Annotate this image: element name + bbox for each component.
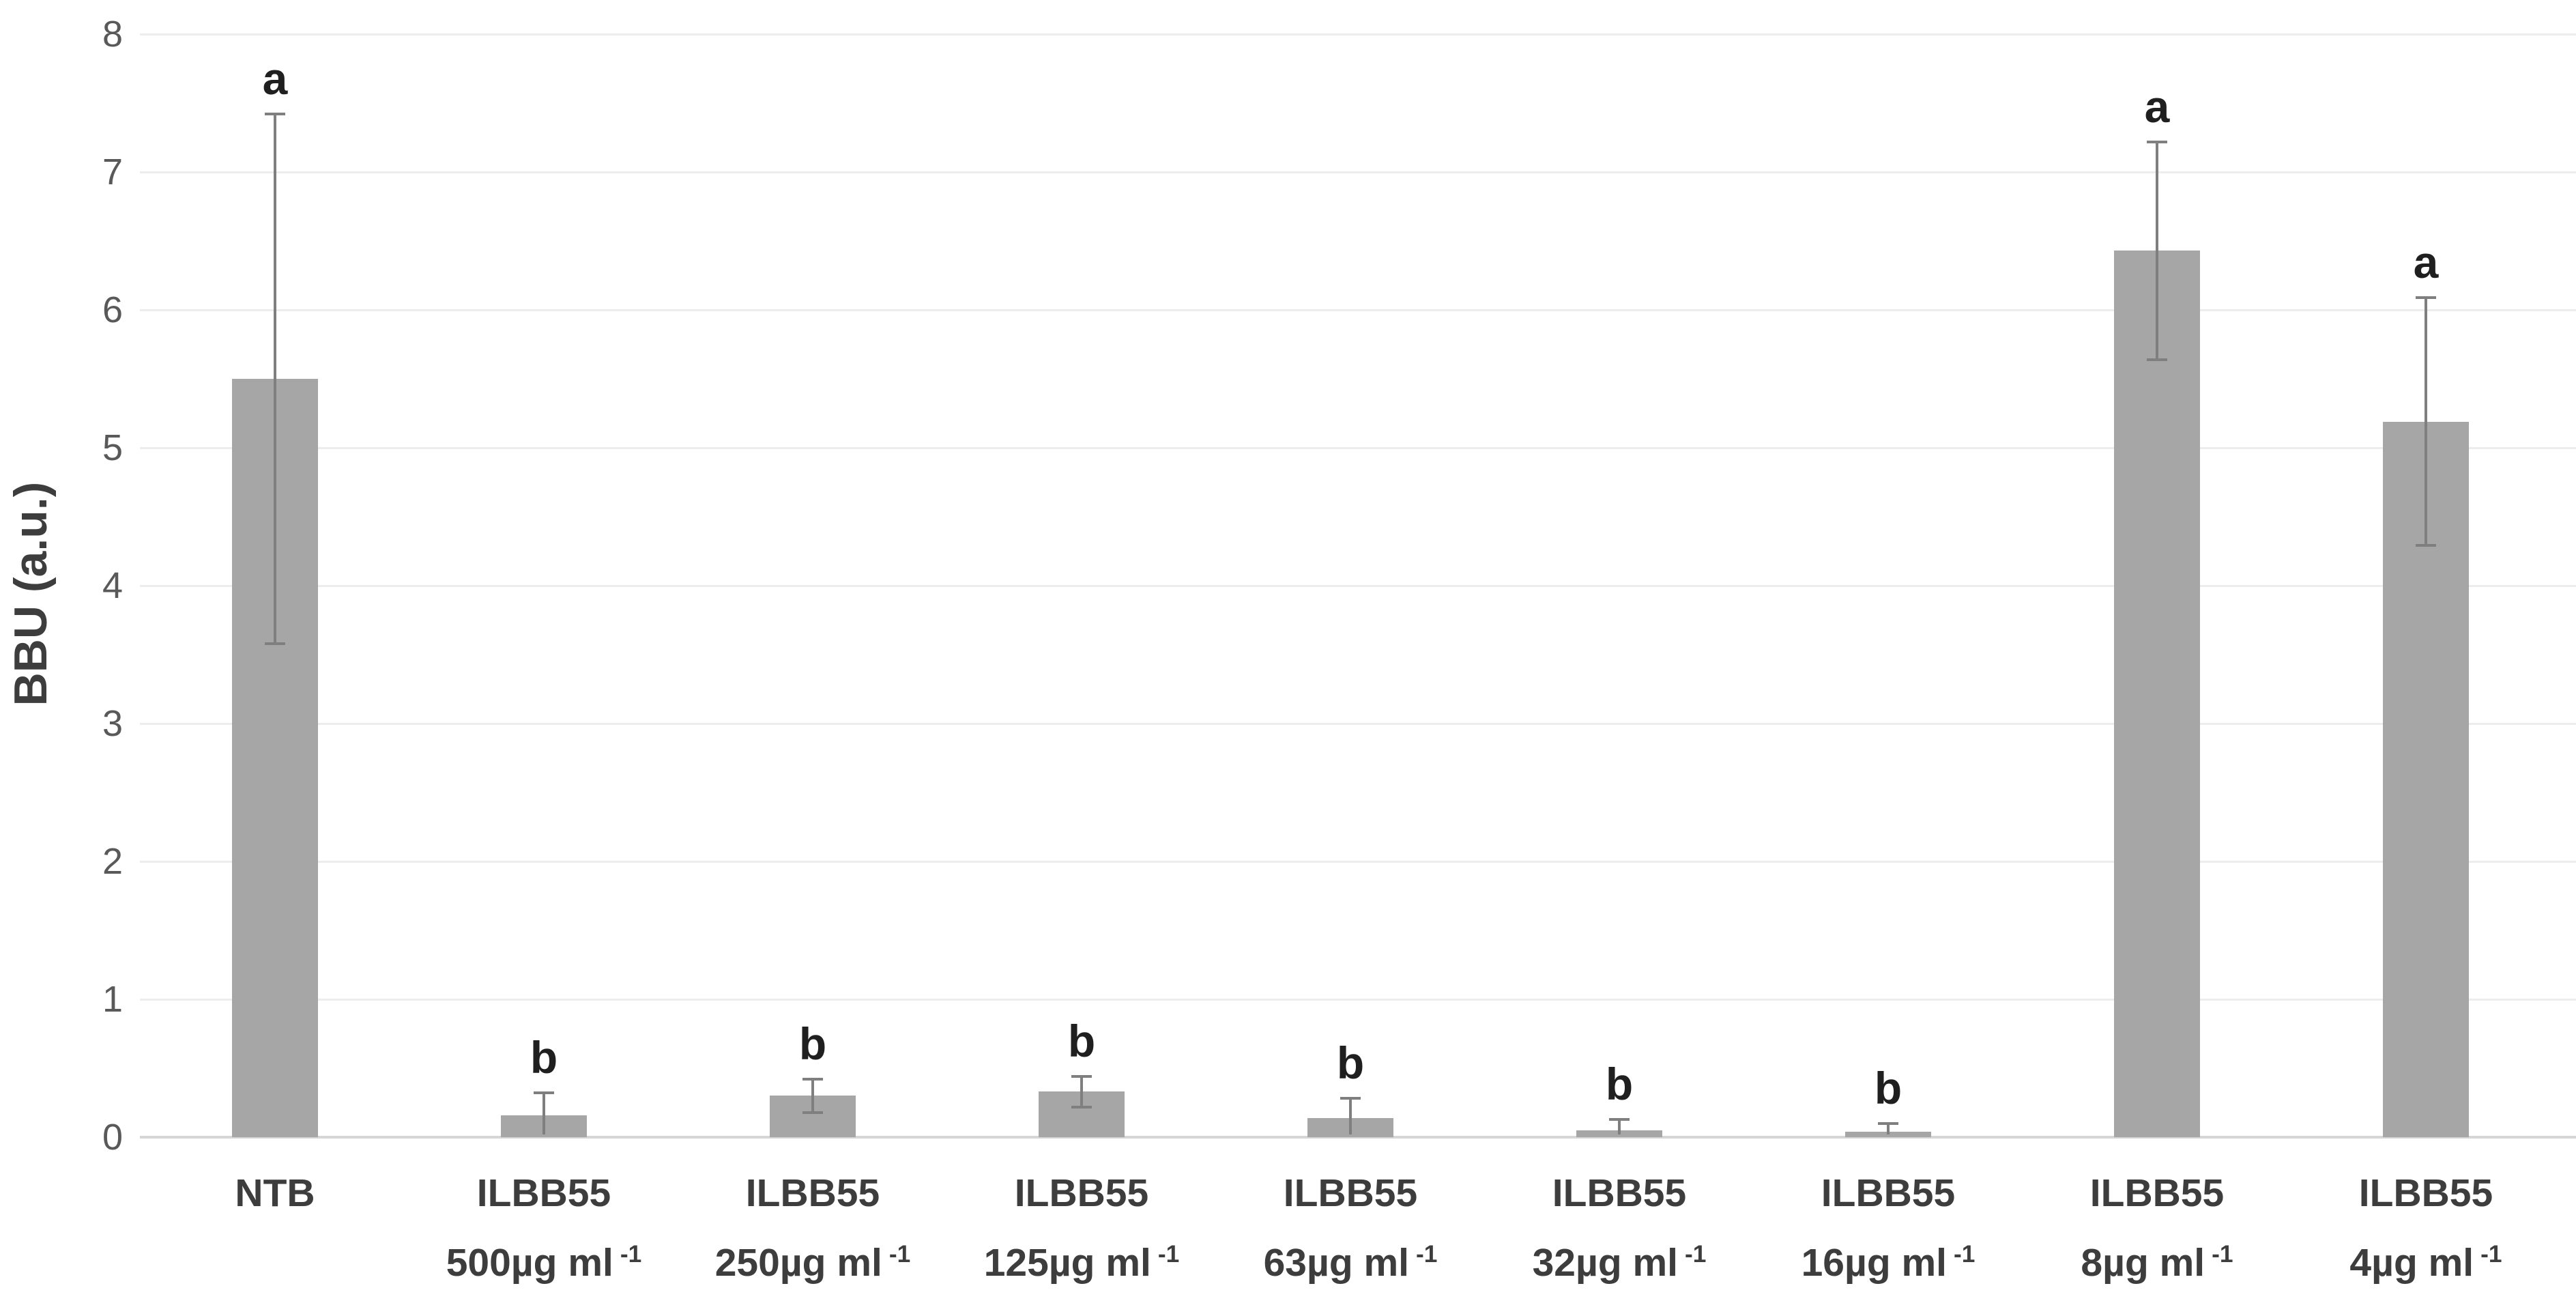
x-tick-label-line1: ILBB55	[2358, 1171, 2493, 1215]
bar	[2114, 251, 2200, 1137]
x-tick-label-exponent: -1	[2480, 1241, 2502, 1268]
error-bar-cap	[1340, 1097, 1361, 1100]
x-tick-label: ILBB55 4µg ml -1	[2289, 1162, 2562, 1293]
error-bar-cap	[265, 642, 285, 645]
y-tick-label: 5	[102, 427, 123, 468]
significance-letter: b	[1605, 1058, 1634, 1109]
gridline	[140, 861, 2576, 863]
error-bar-cap	[802, 1111, 823, 1114]
error-bar	[1618, 1119, 1621, 1134]
x-tick-label-line2: 32µg ml -1	[1532, 1241, 1707, 1285]
significance-letter: b	[1874, 1062, 1902, 1113]
x-axis-line	[140, 1136, 2576, 1139]
y-tick-label: 2	[102, 841, 123, 882]
error-bar-cap	[2147, 358, 2167, 361]
x-tick-label-line2: 125µg ml -1	[983, 1241, 1180, 1285]
x-tick-label-line1: ILBB55	[476, 1171, 611, 1215]
error-bar-cap	[1609, 1117, 1630, 1121]
x-tick-label-line2: 63µg ml -1	[1263, 1241, 1438, 1285]
x-tick-label-line2: 250µg ml -1	[714, 1241, 911, 1285]
x-tick-label: ILBB55 16µg ml -1	[1752, 1162, 2025, 1293]
y-tick-label: 0	[102, 1117, 123, 1158]
error-bar	[542, 1093, 545, 1134]
x-tick-label-line2: 500µg ml -1	[446, 1241, 642, 1285]
y-tick-label: 4	[102, 565, 123, 606]
x-tick-label-exponent: -1	[1685, 1241, 1707, 1268]
x-tick-label-exponent: -1	[620, 1241, 642, 1268]
x-tick-label-line1: NTB	[235, 1171, 315, 1215]
x-tick-label: ILBB55 500µg ml -1	[407, 1162, 680, 1293]
error-bar-cap	[802, 1078, 823, 1081]
gridline	[140, 171, 2576, 173]
error-bar	[1887, 1123, 1890, 1134]
error-bar-cap	[2147, 140, 2167, 143]
y-tick-label: 3	[102, 703, 123, 744]
y-tick-label: 6	[102, 289, 123, 330]
significance-letter: b	[530, 1032, 558, 1083]
significance-letter: b	[1067, 1016, 1096, 1067]
error-bar-cap	[534, 1091, 554, 1095]
x-tick-label-line1: ILBB55	[1283, 1171, 1418, 1215]
x-tick-label: ILBB55 32µg ml -1	[1483, 1162, 1756, 1293]
x-tick-label: ILBB55 63µg ml -1	[1214, 1162, 1487, 1293]
error-bar	[1349, 1098, 1352, 1134]
x-tick-label-exponent: -1	[1954, 1241, 1976, 1268]
x-tick-label-line2: 4µg ml -1	[2349, 1241, 2502, 1285]
x-tick-label-line2: 16µg ml -1	[1801, 1241, 1976, 1285]
x-tick-label-exponent: -1	[2212, 1241, 2233, 1268]
gridline	[140, 723, 2576, 725]
error-bar-cap	[2416, 544, 2436, 547]
error-bar-cap	[265, 113, 285, 116]
x-tick-label-line1: ILBB55	[745, 1171, 880, 1215]
error-bar	[811, 1079, 814, 1113]
gridline	[140, 447, 2576, 449]
significance-letter: b	[798, 1018, 827, 1070]
gridline	[140, 309, 2576, 311]
x-tick-label: ILBB55 8µg ml -1	[2021, 1162, 2293, 1293]
x-tick-label-line1: ILBB55	[1014, 1171, 1149, 1215]
error-bar	[2156, 141, 2158, 360]
x-tick-label: ILBB55 125µg ml -1	[945, 1162, 1218, 1293]
x-tick-label-exponent: -1	[888, 1241, 911, 1268]
x-tick-label: NTB	[139, 1162, 411, 1224]
y-tick-label: 7	[102, 152, 123, 192]
significance-letter: b	[1336, 1038, 1365, 1089]
significance-letter: a	[2413, 236, 2439, 287]
gridline	[140, 33, 2576, 35]
significance-letter: a	[2144, 81, 2170, 132]
gridline	[140, 999, 2576, 1001]
x-tick-label-exponent: -1	[1157, 1241, 1180, 1268]
error-bar	[274, 114, 276, 644]
error-bar-cap	[1071, 1075, 1092, 1078]
x-tick-label-exponent: -1	[1416, 1241, 1438, 1268]
x-tick-label-line1: ILBB55	[2089, 1171, 2225, 1215]
x-tick-label-line1: ILBB55	[1821, 1171, 1956, 1215]
gridline	[140, 585, 2576, 587]
y-tick-label: 1	[102, 979, 123, 1020]
error-bar-cap	[2416, 296, 2436, 299]
error-bar	[1080, 1076, 1083, 1107]
error-bar	[2425, 297, 2427, 546]
x-tick-label: ILBB55 250µg ml -1	[676, 1162, 949, 1293]
x-tick-label-line1: ILBB55	[1552, 1171, 1687, 1215]
error-bar-cap	[1878, 1121, 1898, 1125]
error-bar-cap	[1071, 1105, 1092, 1109]
x-tick-label-line2: 8µg ml -1	[2081, 1241, 2233, 1285]
y-tick-label: 8	[102, 14, 123, 55]
significance-letter: a	[262, 53, 288, 104]
